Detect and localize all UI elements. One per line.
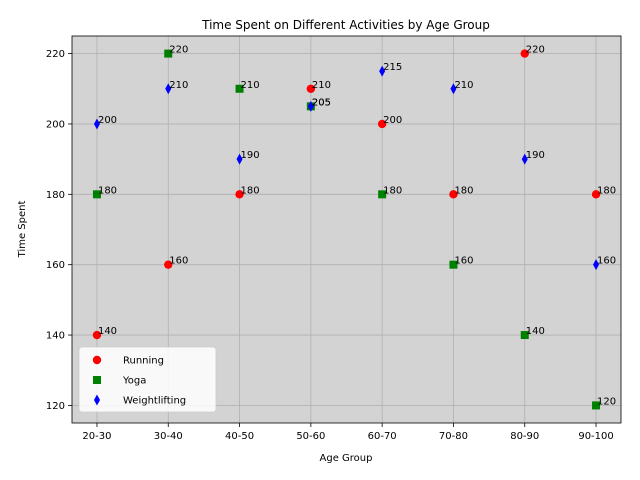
weightlifting-data-label: 210 (454, 80, 473, 91)
running-data-label: 200 (383, 115, 402, 126)
yoga-data-label: 180 (98, 185, 117, 196)
y-axis-title: Time Spent (17, 201, 28, 259)
weightlifting-data-label: 190 (241, 150, 260, 161)
running-point (235, 190, 244, 199)
yoga-point (449, 260, 458, 269)
legend: Running Yoga Weightlifting (78, 346, 217, 413)
weightlifting-data-label: 190 (526, 150, 545, 161)
yoga-point (592, 401, 601, 410)
x-tick-label: 30-40 (154, 431, 183, 442)
running-point (92, 330, 102, 340)
weightlifting-point (521, 153, 528, 165)
running-point (164, 260, 173, 269)
yoga-point (378, 190, 387, 199)
running-point (306, 84, 316, 93)
chart-title: Time Spent on Different Activities by Ag… (201, 18, 490, 32)
yoga-data-label: 120 (597, 396, 616, 407)
weightlifting-data-label: 160 (597, 256, 616, 267)
running-data-label: 180 (241, 185, 260, 196)
weightlifting-point (165, 83, 172, 95)
yoga-point (235, 84, 244, 93)
x-tick-label: 70-80 (439, 431, 468, 442)
weightlifting-point (93, 118, 100, 130)
x-tick-label: 40-50 (225, 431, 254, 442)
running-point (449, 190, 458, 199)
x-tick-label: 80-90 (510, 431, 539, 442)
running-data-label: 160 (169, 256, 188, 267)
plot-frame (71, 35, 622, 424)
data-points (92, 49, 601, 410)
y-tick-label: 160 (46, 260, 65, 271)
weightlifting-data-label: 210 (169, 80, 188, 91)
running-data-label: 180 (454, 185, 473, 196)
weightlifting-point (236, 153, 243, 165)
y-tick-label: 180 (46, 190, 65, 201)
yoga-data-label: 220 (169, 45, 188, 56)
legend-box (78, 346, 217, 413)
legend-label-yoga: Yoga (122, 376, 146, 387)
legend-label-running: Running (123, 356, 164, 367)
x-axis-title: Age Group (320, 453, 373, 464)
running-point (520, 49, 529, 58)
running-point (591, 190, 601, 199)
weightlifting-data-label: 215 (383, 62, 402, 73)
yoga-data-label: 140 (526, 326, 545, 337)
y-axis-ticks: 120 140 160 180 200 220 (46, 49, 72, 412)
weightlifting-point (307, 100, 314, 112)
x-tick-label: 50-60 (296, 431, 325, 442)
x-tick-label: 20-30 (82, 431, 111, 442)
y-tick-label: 140 (46, 331, 65, 342)
x-tick-label: 90-100 (578, 431, 613, 442)
running-data-label: 210 (312, 80, 331, 91)
yoga-point (520, 331, 529, 340)
y-tick-label: 200 (46, 119, 65, 130)
y-tick-label: 120 (46, 401, 65, 412)
weightlifting-point (593, 259, 600, 271)
x-axis-ticks: 20-30 30-40 40-50 50-60 60-70 70-80 80-90 90-10… (82, 423, 614, 442)
weightlifting-point (450, 83, 457, 95)
legend-label-weightlifting: Weightlifting (123, 396, 186, 407)
legend-marker-weightlifting (94, 394, 100, 406)
running-data-label: 220 (526, 45, 545, 56)
data-labels: 140 160 180 210 200 180 220 180 180 220 210 205 180 1… (98, 45, 616, 408)
yoga-data-label: 180 (383, 185, 402, 196)
weightlifting-data-label: 200 (98, 115, 117, 126)
x-tick-label: 60-70 (368, 431, 397, 442)
running-data-label: 180 (597, 185, 616, 196)
weightlifting-point (379, 65, 386, 77)
running-point (377, 119, 387, 129)
weightlifting-data-label: 205 (312, 97, 331, 108)
legend-marker-yoga (93, 376, 101, 384)
yoga-data-label: 160 (454, 256, 473, 267)
legend-marker-running (92, 355, 102, 365)
yoga-point (164, 49, 173, 58)
yoga-data-label: 210 (241, 80, 260, 91)
yoga-data-label: 205 (312, 97, 331, 108)
y-tick-label: 220 (46, 49, 65, 60)
yoga-point (92, 190, 101, 199)
running-data-label: 140 (98, 326, 117, 337)
